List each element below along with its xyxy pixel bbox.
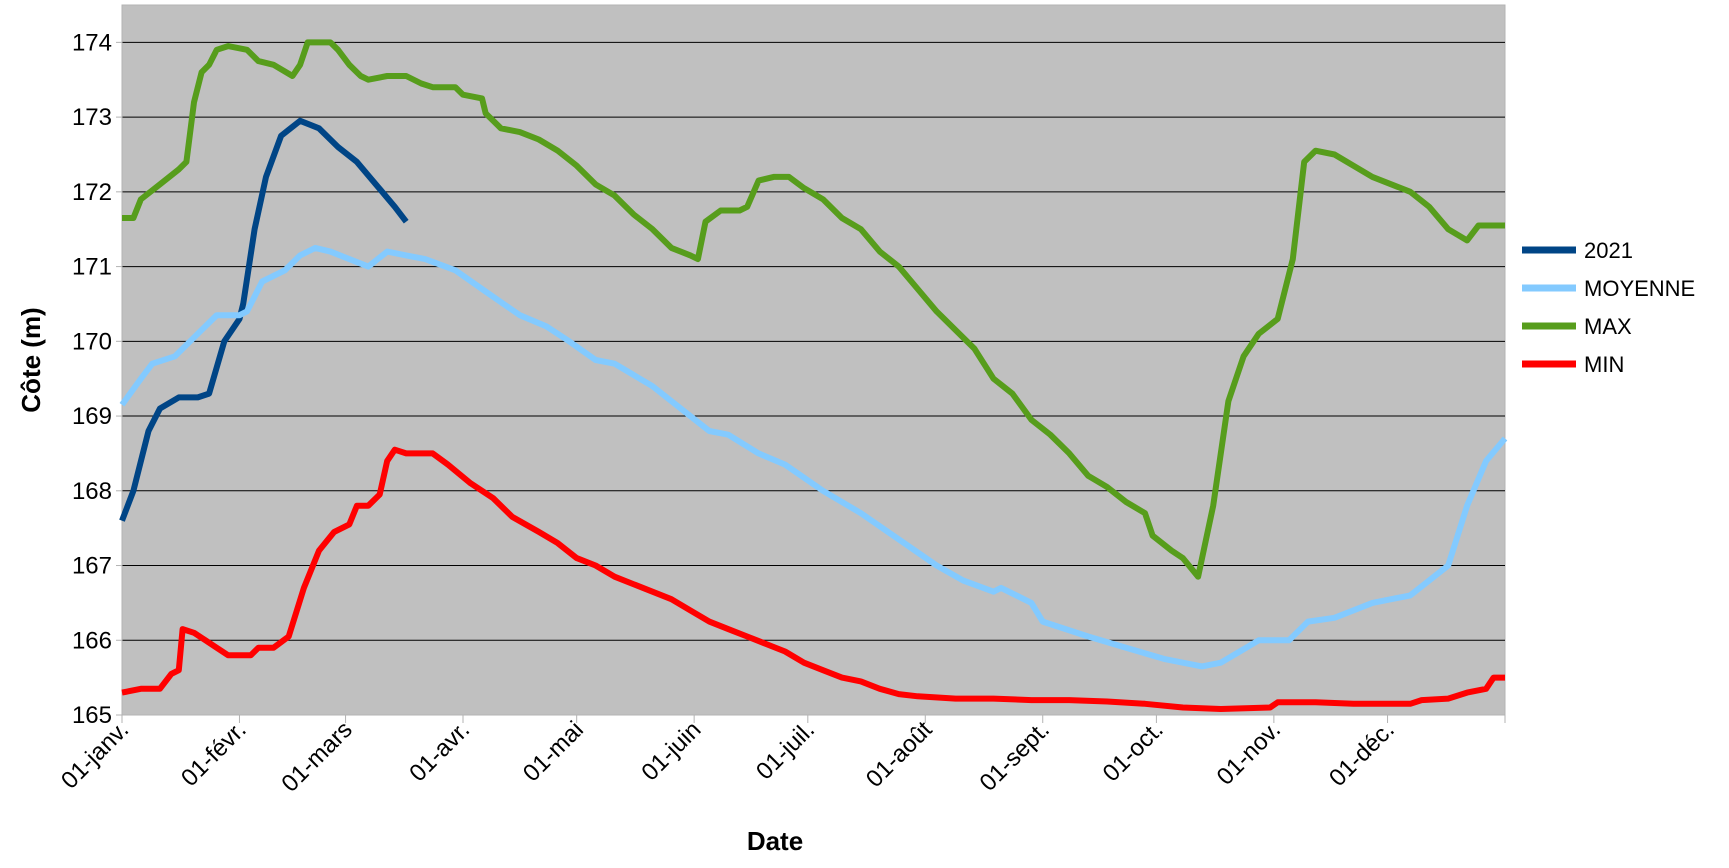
y-tick-label: 168 (72, 478, 112, 505)
y-tick-label: 173 (72, 104, 112, 131)
y-tick-label: 165 (72, 702, 112, 729)
x-tick-label: 01-nov. (1212, 716, 1286, 790)
series-line (119, 117, 409, 522)
x-tick-label: 01-oct. (1098, 716, 1169, 787)
x-tick-label: 01-juin (636, 716, 706, 786)
y-tick-label: 169 (72, 403, 112, 430)
x-tick-label: 01-sept. (975, 716, 1055, 796)
legend-label: MAX (1584, 314, 1632, 339)
x-tick-label: 01-févr. (176, 716, 252, 792)
x-axis-title: Date (747, 826, 803, 856)
legend-label: MOYENNE (1584, 276, 1695, 301)
legend-label: 2021 (1584, 238, 1633, 263)
y-tick-label: 166 (72, 627, 112, 654)
y-tick-label: 172 (72, 179, 112, 206)
x-tick-label: 01-déc. (1324, 716, 1400, 792)
x-tick-label: 01-mars (276, 716, 357, 797)
series-line (122, 39, 1505, 580)
y-tick-label: 174 (72, 29, 112, 56)
x-tick-label: 01-juil. (751, 716, 820, 785)
x-tick-label: 01-avr. (404, 716, 475, 787)
series-line (121, 446, 1505, 712)
y-tick-label: 167 (72, 553, 112, 580)
series-line (119, 244, 1508, 670)
legend-label: MIN (1584, 352, 1624, 377)
y-tick-label: 171 (72, 254, 112, 281)
x-tick-label: 01-mai (518, 716, 589, 787)
y-tick-label: 170 (72, 328, 112, 355)
y-axis-title: Côte (m) (16, 307, 46, 412)
plot-area (121, 4, 1506, 716)
x-tick-label: 01-août (861, 716, 938, 793)
